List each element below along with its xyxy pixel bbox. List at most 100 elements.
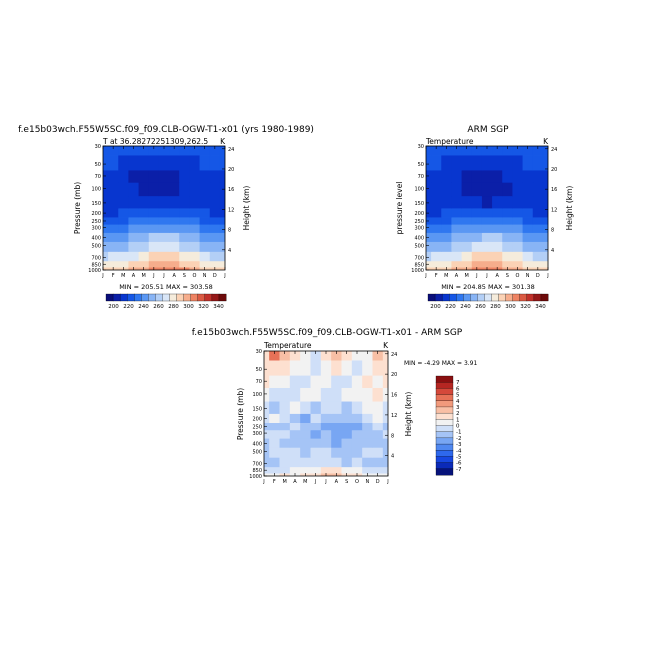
x-tick-label: M xyxy=(142,273,146,279)
heatmap-cell xyxy=(158,251,170,262)
heatmap-cell xyxy=(461,241,473,252)
heatmap-cell xyxy=(382,351,388,361)
heatmap-cell xyxy=(382,360,388,376)
heatmap-cell xyxy=(502,208,513,218)
heatmap-cell xyxy=(461,224,473,233)
heatmap-cell xyxy=(279,447,291,458)
x-tick-label: M xyxy=(283,479,287,485)
heatmap-cell xyxy=(341,375,353,388)
heatmap-cell xyxy=(512,146,523,156)
colorbar-swatch xyxy=(169,293,178,302)
heatmap-cell xyxy=(512,195,523,209)
heatmap-cell xyxy=(522,241,534,252)
colorbar-label: 300 xyxy=(505,304,516,310)
heatmap-cell xyxy=(461,182,473,197)
heatmap-cell xyxy=(451,217,462,225)
heatmap-cell xyxy=(542,241,548,252)
heatmap-cell xyxy=(331,457,342,468)
x-tick-label: J xyxy=(262,479,264,485)
heatmap-cell xyxy=(148,251,160,262)
heatmap-cell xyxy=(148,208,160,218)
heatmap-cell xyxy=(341,360,353,376)
heatmap-cell xyxy=(108,208,119,218)
colorbar-swatch xyxy=(449,293,457,302)
y-tick-label: 100 xyxy=(252,392,262,398)
heatmap-cell xyxy=(382,438,388,448)
heatmap-cell xyxy=(219,155,225,171)
heatmap-cell xyxy=(426,267,432,270)
heatmap-cell xyxy=(512,241,523,252)
heatmap-cell xyxy=(461,208,473,218)
y-tick-label: 200 xyxy=(91,211,101,217)
colorbar-swatch xyxy=(435,394,454,402)
y-tick-label: 70 xyxy=(95,174,101,180)
colorbar-label: 200 xyxy=(108,304,119,310)
heatmap-cell xyxy=(264,375,270,388)
y-tick-label: 300 xyxy=(414,225,424,231)
y-tick-label: 250 xyxy=(414,219,424,225)
panel-title: f.e15b03wch.F55W5SC.f09_f09.CLB-OGW-T1-x… xyxy=(18,125,314,135)
heatmap-cell xyxy=(264,429,270,439)
colorbar-swatch xyxy=(477,293,485,302)
heatmap-cell xyxy=(128,195,139,209)
heatmap-cell xyxy=(542,260,548,268)
colorbar-swatch xyxy=(190,293,199,302)
colorbar-label: 220 xyxy=(445,304,456,310)
y-tick-label: 200 xyxy=(414,211,424,217)
x-tick-label: A xyxy=(293,479,297,485)
heatmap-cell xyxy=(103,267,109,270)
colorbar-swatch xyxy=(435,425,454,433)
heatmap-cell xyxy=(492,155,503,171)
heatmap-cell xyxy=(441,241,452,252)
heatmap-cell xyxy=(481,146,493,156)
heatmap-cell xyxy=(471,195,483,209)
heatmap-cell xyxy=(138,182,150,197)
heatmap-cell xyxy=(269,457,280,468)
heatmap-cell xyxy=(148,195,160,209)
heatmap-cell xyxy=(158,170,170,183)
right-label: K xyxy=(383,341,389,350)
heatmap-cell xyxy=(341,387,353,402)
heatmap-cell xyxy=(351,438,363,448)
heatmap-cell xyxy=(382,466,388,474)
colorbar: 200 220 240 260 280 300 320 340 xyxy=(427,293,549,310)
heatmap-cell xyxy=(310,466,322,474)
heatmap-cell xyxy=(542,155,548,171)
heatmap-cell xyxy=(532,182,544,197)
heatmap-cell xyxy=(289,360,301,376)
colorbar-label: 300 xyxy=(183,304,194,310)
heatmap-cell xyxy=(431,251,442,262)
heatmap-cell xyxy=(118,232,129,242)
colorbar-label: 6 xyxy=(456,386,460,392)
colorbar-swatch xyxy=(498,293,507,302)
colorbar-label: 340 xyxy=(213,304,224,310)
heatmap-cell xyxy=(441,208,452,218)
heatmap-cell xyxy=(269,387,280,402)
x-tick-label: J xyxy=(424,273,426,279)
heatmap-cell xyxy=(362,375,373,388)
heatmap-cell xyxy=(179,208,190,218)
heatmap-cell xyxy=(351,375,363,388)
heatmap-cell xyxy=(118,217,129,225)
heatmap-cell xyxy=(451,208,462,218)
heatmap-cell xyxy=(461,251,473,262)
x-tick-label: J xyxy=(386,479,388,485)
heatmap-cell xyxy=(372,429,384,439)
heatmap-cell xyxy=(169,170,180,183)
heatmap-cell xyxy=(128,146,139,156)
heatmap-cell xyxy=(108,170,119,183)
heatmap-cell xyxy=(426,232,432,242)
heatmap-cell xyxy=(341,401,353,414)
colorbar-label: 0 xyxy=(456,424,460,430)
heatmap-cell xyxy=(118,241,129,252)
heatmap-cell xyxy=(542,208,548,218)
heatmap-cell xyxy=(148,170,160,183)
heatmap-cell xyxy=(158,195,170,209)
heatmap-cell xyxy=(492,241,503,252)
heatmap-cell xyxy=(351,429,363,439)
colorbar-swatch xyxy=(435,419,454,426)
heatmap-cell xyxy=(441,224,452,233)
heatmap-cell xyxy=(209,208,221,218)
heatmap-cell xyxy=(103,182,109,197)
heatmap-cell xyxy=(103,232,109,242)
